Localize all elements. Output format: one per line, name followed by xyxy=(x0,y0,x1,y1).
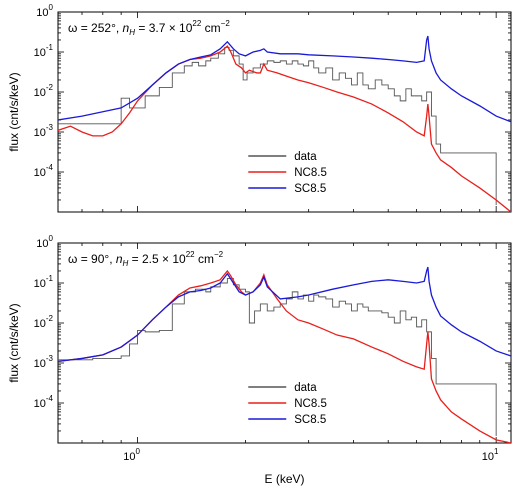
legend-label: data xyxy=(294,382,317,394)
y-tick-label: 10-2 xyxy=(34,83,54,99)
y-tick-label: 10-3 xyxy=(34,123,54,139)
y-tick-label: 10-1 xyxy=(34,274,54,290)
y-axis-label: flux (cnt/s/keV) xyxy=(7,72,21,151)
x-axis-label: E (keV) xyxy=(264,472,304,486)
chart-panel-top: 10-4 10-3 10-2 10-1 100 flux (cnt/s/keV) ω = 2… xyxy=(7,3,512,213)
series-line-nc8-5 xyxy=(58,269,511,443)
y-axis-label: flux (cnt/s/keV) xyxy=(7,303,21,382)
x-tick-label: 101 xyxy=(482,447,499,463)
y-tick-label: 100 xyxy=(36,3,53,19)
y-tick-label: 100 xyxy=(36,234,53,250)
legend-label: NC8.5 xyxy=(294,398,327,410)
legend-label: data xyxy=(294,151,317,163)
y-tick-label: 10-1 xyxy=(34,43,54,59)
legend-label: SC8.5 xyxy=(294,183,326,195)
plot-frame xyxy=(57,242,512,444)
y-tick-label: 10-4 xyxy=(34,163,54,179)
y-tick-label: 10-4 xyxy=(34,394,54,410)
series-line-sc8-5 xyxy=(58,266,511,362)
panel-annotation: ω = 252°, nH = 3.7 × 1022 cm−2 xyxy=(68,19,230,37)
legend-label: NC8.5 xyxy=(294,167,327,179)
plot-frame xyxy=(57,11,512,213)
series-line-nc8-5 xyxy=(58,45,511,212)
series-line-sc8-5 xyxy=(58,35,511,123)
chart-panel-bottom: 10-4 10-3 10-2 10-1 100 100 101 flux (cnt/s/keV… xyxy=(7,234,512,486)
legend-label: SC8.5 xyxy=(294,414,326,426)
x-tick-label: 100 xyxy=(123,447,140,463)
panel-annotation: ω = 90°, nH = 2.5 × 1022 cm−2 xyxy=(68,250,224,268)
y-tick-label: 10-2 xyxy=(34,314,54,330)
y-tick-label: 10-3 xyxy=(34,354,54,370)
series-line-data xyxy=(58,46,497,205)
